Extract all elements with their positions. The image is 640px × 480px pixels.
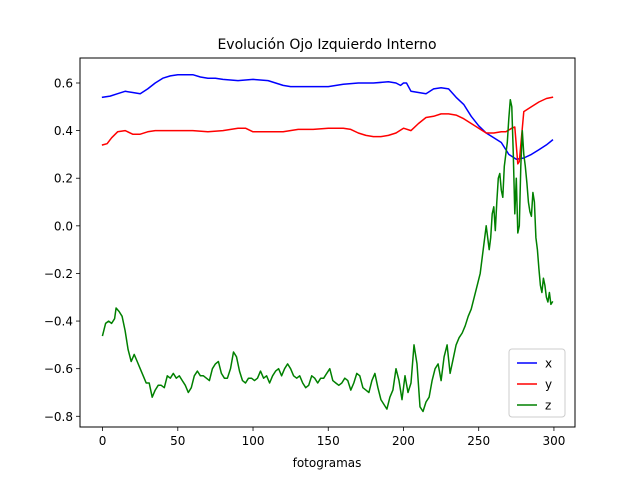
legend-label-z: z [545, 399, 551, 413]
legend-box [508, 348, 566, 418]
legend-label-y: y [545, 378, 552, 392]
x-tick-label: 250 [467, 434, 490, 448]
x-tick-label: 300 [542, 434, 565, 448]
plot-frame [79, 57, 576, 428]
x-tick-label: 200 [392, 434, 415, 448]
y-tick-label: −0.6 [44, 362, 73, 376]
y-tick-label: 0.4 [54, 124, 73, 138]
x-tick-label: 150 [317, 434, 340, 448]
y-tick-label: 0.6 [54, 76, 73, 90]
y-tick-label: 0.2 [54, 172, 73, 186]
legend-label-x: x [545, 357, 552, 371]
series-line-x [101, 73, 554, 160]
y-tick-label: −0.4 [44, 315, 73, 329]
y-axis: −0.8 −0.6 −0.4 −0.2 0.0 0.2 0.4 0.6 [44, 76, 80, 424]
x-axis-label: fotogramas [293, 456, 362, 470]
x-tick-label: 100 [242, 434, 265, 448]
y-tick-label: −0.2 [44, 267, 73, 281]
series-line-y [101, 96, 554, 165]
x-tick-label: 50 [170, 434, 185, 448]
x-axis: 0 50 100 150 200 250 300 [99, 427, 565, 448]
y-tick-label: 0.0 [54, 219, 73, 233]
legend: xyz [508, 348, 566, 418]
chart-title: Evolución Ojo Izquierdo Interno [217, 37, 436, 53]
series-layer [101, 73, 554, 413]
x-tick-label: 0 [99, 434, 107, 448]
y-tick-label: −0.8 [44, 410, 73, 424]
series-line-z [101, 98, 554, 413]
